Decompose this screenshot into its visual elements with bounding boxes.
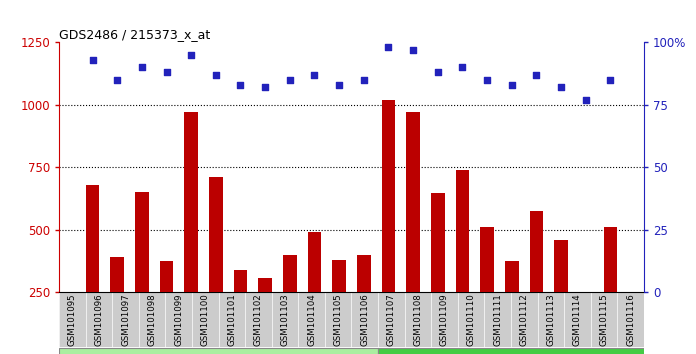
Bar <box>258 278 272 292</box>
Text: GSM101116: GSM101116 <box>626 294 635 347</box>
Point <box>555 85 567 90</box>
Bar <box>554 240 568 292</box>
Point <box>457 64 468 70</box>
Bar <box>381 100 395 292</box>
Point <box>605 77 616 83</box>
Bar <box>308 232 322 292</box>
Bar <box>159 261 173 292</box>
Point <box>235 82 246 88</box>
Point <box>383 45 394 50</box>
Bar <box>530 211 544 292</box>
Bar <box>406 112 420 292</box>
Bar <box>564 292 591 347</box>
Text: GSM101097: GSM101097 <box>121 294 130 346</box>
Bar <box>537 292 564 347</box>
Bar <box>59 292 86 347</box>
Point <box>408 47 419 53</box>
Bar <box>299 292 325 347</box>
Bar <box>333 259 346 292</box>
Text: GSM101115: GSM101115 <box>599 294 608 347</box>
Point <box>482 77 493 83</box>
Bar <box>219 292 245 347</box>
Bar <box>404 292 432 347</box>
Text: GSM101114: GSM101114 <box>573 294 582 347</box>
Text: GSM101095: GSM101095 <box>68 294 77 346</box>
Text: GSM101103: GSM101103 <box>280 294 290 347</box>
Text: GSM101106: GSM101106 <box>361 294 370 347</box>
Bar <box>378 292 404 347</box>
Text: GSM101099: GSM101099 <box>174 294 183 346</box>
Text: GDS2486 / 215373_x_at: GDS2486 / 215373_x_at <box>59 28 210 41</box>
Text: GSM101104: GSM101104 <box>307 294 316 347</box>
Point <box>309 72 320 78</box>
Point <box>210 72 221 78</box>
Point <box>358 77 370 83</box>
Text: GSM101107: GSM101107 <box>387 294 396 347</box>
Bar <box>511 292 537 347</box>
Bar <box>192 292 219 347</box>
Bar <box>484 292 511 347</box>
Point <box>111 77 122 83</box>
Bar <box>283 255 296 292</box>
Text: GSM101110: GSM101110 <box>466 294 475 347</box>
Bar <box>112 292 139 347</box>
Text: GSM101113: GSM101113 <box>546 294 555 347</box>
Bar <box>617 292 644 347</box>
Point <box>284 77 295 83</box>
FancyBboxPatch shape <box>378 348 644 354</box>
Bar <box>209 177 223 292</box>
Text: GSM101100: GSM101100 <box>201 294 209 347</box>
Bar <box>135 192 149 292</box>
Bar <box>458 292 484 347</box>
Text: GSM101102: GSM101102 <box>254 294 263 347</box>
Text: GSM101105: GSM101105 <box>333 294 342 347</box>
Bar <box>184 112 198 292</box>
Point <box>136 64 148 70</box>
Bar <box>111 257 124 292</box>
Text: GSM101111: GSM101111 <box>493 294 502 347</box>
FancyBboxPatch shape <box>59 348 378 354</box>
Bar <box>505 261 519 292</box>
Text: GSM101112: GSM101112 <box>520 294 529 347</box>
Bar <box>325 292 351 347</box>
Bar <box>591 292 617 347</box>
Point <box>531 72 542 78</box>
Bar <box>456 170 469 292</box>
Bar <box>234 270 247 292</box>
Bar <box>86 292 112 347</box>
Text: GSM101096: GSM101096 <box>95 294 104 346</box>
Text: GSM101098: GSM101098 <box>148 294 157 346</box>
Bar <box>480 227 494 292</box>
Text: GSM101109: GSM101109 <box>440 294 449 346</box>
Text: GSM101101: GSM101101 <box>228 294 237 347</box>
Bar <box>166 292 192 347</box>
Point <box>506 82 517 88</box>
Point <box>432 70 443 75</box>
Point <box>87 57 98 63</box>
Bar <box>271 292 299 347</box>
Bar <box>86 185 100 292</box>
Text: GSM101108: GSM101108 <box>413 294 422 347</box>
Point <box>186 52 197 58</box>
Bar <box>431 194 445 292</box>
Bar <box>351 292 378 347</box>
Bar <box>603 227 617 292</box>
Point <box>161 70 172 75</box>
Point <box>580 97 592 103</box>
Bar <box>245 292 271 347</box>
Bar <box>357 255 370 292</box>
Point <box>333 82 345 88</box>
Point <box>260 85 271 90</box>
Bar <box>139 292 166 347</box>
Bar <box>432 292 458 347</box>
